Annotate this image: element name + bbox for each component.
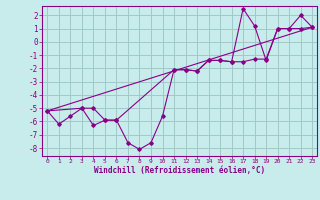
X-axis label: Windchill (Refroidissement éolien,°C): Windchill (Refroidissement éolien,°C) bbox=[94, 166, 265, 175]
